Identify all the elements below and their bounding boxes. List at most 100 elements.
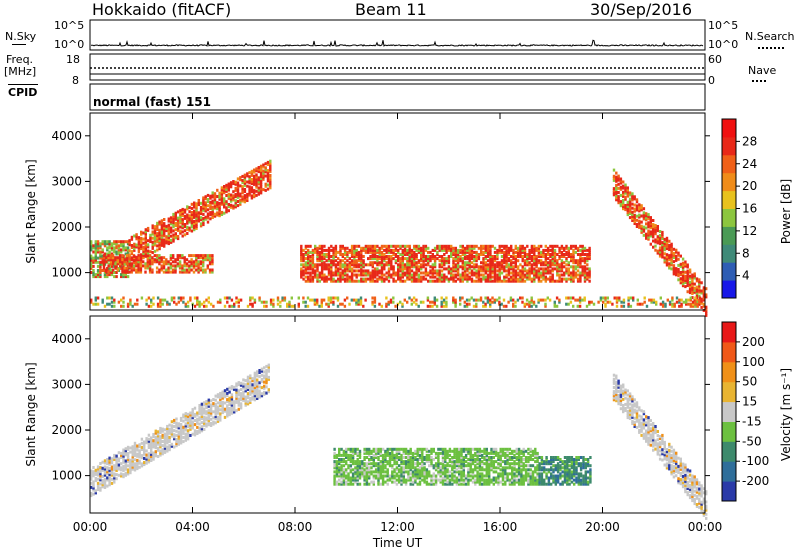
echo-cell (528, 302, 531, 306)
echo-cell (307, 244, 310, 248)
echo-cell (450, 253, 453, 256)
echo-cell (399, 246, 402, 250)
echo-cell (196, 302, 199, 306)
echo-cell (113, 480, 116, 484)
echo-cell (236, 193, 240, 197)
echo-cell (179, 229, 182, 233)
echo-cell (556, 279, 559, 283)
echo-cell (403, 279, 407, 283)
echo-cell (239, 396, 243, 400)
echo-cell (198, 412, 201, 416)
echo-cell (113, 248, 116, 252)
echo-cell (447, 269, 451, 273)
echo-cell (152, 451, 155, 455)
echo-cell (417, 250, 421, 254)
echo-cell (658, 250, 662, 254)
echo-cell (615, 298, 619, 302)
echo-cell (619, 181, 623, 185)
echo-cell (369, 271, 372, 275)
echo-cell (183, 233, 187, 237)
echo-cell (376, 248, 379, 252)
echo-cell (147, 437, 151, 441)
echo-cell (537, 279, 541, 283)
echo-cell (99, 468, 102, 472)
echo-cell (126, 304, 130, 308)
echo-cell (542, 271, 545, 275)
echo-cell (387, 250, 391, 254)
echo-cell (429, 275, 432, 279)
echo-cell (466, 246, 469, 250)
echo-cell (96, 471, 100, 475)
echo-cell (340, 482, 343, 486)
echo-cell (410, 253, 414, 256)
echo-cell (537, 261, 541, 265)
echo-cell (649, 234, 652, 238)
echo-cell (136, 463, 139, 466)
echo-cell (190, 221, 194, 225)
echo-cell (214, 413, 217, 416)
echo-cell (507, 246, 511, 250)
echo-cell (135, 243, 138, 247)
echo-cell (159, 298, 162, 302)
echo-cell (327, 253, 331, 256)
echo-cell (197, 213, 200, 217)
echo-cell (234, 182, 237, 186)
echo-cell (311, 265, 315, 269)
echo-cell (202, 200, 205, 204)
echo-cell (514, 263, 517, 267)
echo-cell (253, 371, 257, 375)
echo-cell (407, 462, 410, 466)
echo-cell (570, 273, 573, 277)
echo-cell (219, 416, 222, 420)
echo-cell (401, 253, 404, 256)
echo-cell (668, 256, 671, 260)
echo-cell (161, 427, 164, 431)
echo-cell (691, 283, 694, 287)
echo-cell (670, 263, 673, 267)
echo-cell (583, 261, 587, 265)
echo-cell (656, 225, 659, 228)
echo-cell (168, 438, 171, 441)
echo-cell (422, 277, 425, 281)
echo-cell (392, 271, 395, 275)
echo-cell (144, 240, 147, 244)
echo-cell (135, 255, 138, 259)
echo-cell (484, 250, 487, 254)
echo-cell (574, 244, 577, 248)
echo-cell (267, 390, 270, 394)
echo-cell (338, 449, 341, 453)
echo-cell (260, 392, 264, 396)
echo-cell (249, 399, 252, 402)
echo-cell (178, 256, 182, 260)
echo-cell (452, 265, 455, 269)
echo-cell (228, 402, 231, 406)
echo-cell (415, 265, 418, 269)
echo-cell (229, 199, 233, 203)
echo-cell (206, 214, 210, 218)
echo-cell (225, 202, 228, 206)
echo-cell (385, 304, 388, 308)
echo-cell (142, 252, 145, 255)
echo-cell (235, 300, 238, 304)
echo-cell (461, 253, 464, 256)
echo-cell (685, 302, 688, 306)
echo-cell (649, 242, 652, 246)
echo-cell (373, 304, 377, 308)
echo-cell (459, 244, 462, 248)
echo-cell (360, 253, 363, 256)
echo-cell (173, 437, 176, 441)
echo-cell (211, 262, 214, 266)
echo-cell (484, 271, 487, 275)
echo-cell (380, 277, 384, 281)
echo-cell (206, 258, 209, 262)
echo-cell (208, 268, 212, 272)
echo-cell (486, 300, 490, 304)
echo-cell (360, 257, 363, 261)
echo-cell (407, 466, 410, 470)
echo-cell (684, 279, 687, 282)
echo-cell (178, 266, 182, 270)
echo-cell (209, 302, 213, 306)
echo-cell (211, 201, 214, 205)
echo-cell (269, 182, 272, 186)
echo-cell (266, 169, 270, 173)
